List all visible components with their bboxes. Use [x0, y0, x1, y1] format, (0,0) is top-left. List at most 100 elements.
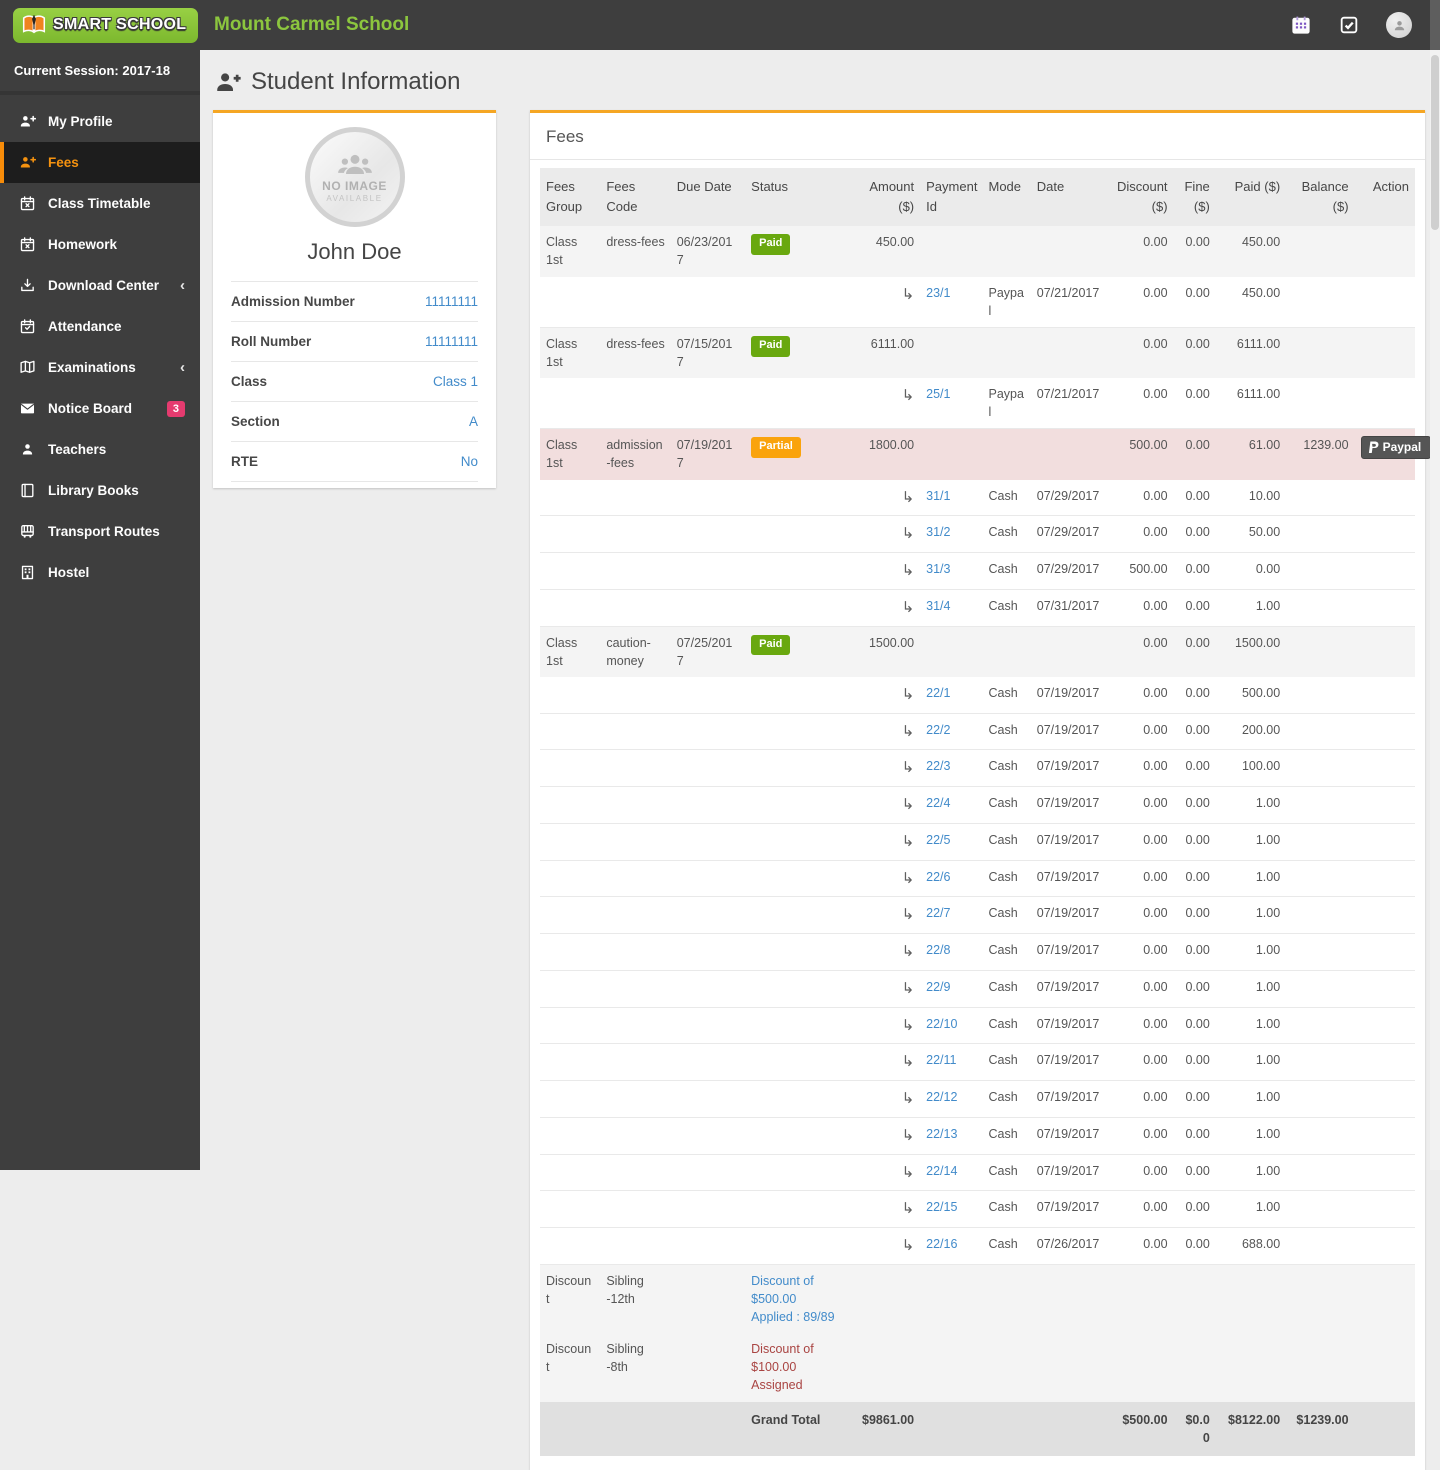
sidebar-item-teachers[interactable]: Teachers	[0, 429, 200, 470]
cell-fine: 0.00	[1173, 1043, 1216, 1082]
cell-discount: 0.00	[1109, 1080, 1174, 1118]
payment-id-link[interactable]: 31/4	[926, 598, 951, 613]
sidebar-item-notice-board[interactable]: Notice Board 3	[0, 388, 200, 429]
sidebar-item-label: Download Center	[48, 278, 160, 293]
payment-id-link[interactable]: 22/16	[926, 1237, 958, 1252]
user-avatar[interactable]	[1386, 12, 1412, 38]
cell-balance	[1286, 552, 1355, 590]
cell-balance	[1286, 1154, 1355, 1192]
cell-mode: Cash	[982, 713, 1031, 751]
available-text: AVAILABLE	[326, 193, 383, 203]
payment-id-link[interactable]: 22/5	[926, 832, 951, 847]
cell-paid: 450.00	[1215, 276, 1287, 328]
cell-payment-id: 22/1	[920, 676, 983, 714]
sub-payment-arrow-icon: ↳	[901, 796, 915, 814]
payment-id-link[interactable]: 31/2	[926, 525, 951, 540]
sidebar-item-hostel[interactable]: Hostel	[0, 552, 200, 593]
sidebar-item-my-profile[interactable]: My Profile	[0, 101, 200, 142]
cell-action	[1354, 515, 1415, 554]
cell-balance	[1286, 1333, 1355, 1402]
cell-status	[745, 1190, 846, 1229]
payment-id-link[interactable]: 22/10	[926, 1016, 958, 1031]
col-header-fine: Fine ($)	[1173, 168, 1216, 227]
payment-id-link[interactable]: 23/1	[926, 285, 951, 300]
cell-fees-group	[540, 749, 601, 788]
paypal-pay-button[interactable]: Paypal	[1360, 436, 1432, 460]
chevron-left-icon: ‹	[180, 358, 185, 376]
cell-amount: ↳	[845, 1154, 921, 1192]
fees-panel: Fees Fees Group Fees Code Due Date Status Am…	[530, 110, 1432, 1470]
cell-mode: Cash	[982, 786, 1031, 824]
discount-description: Discount of $100.00 Assigned	[751, 1342, 814, 1393]
tasks-icon[interactable]	[1338, 14, 1360, 36]
payment-id-link[interactable]: 22/11	[926, 1053, 957, 1068]
cell-discount: 500.00	[1109, 428, 1174, 480]
payment-id-link[interactable]: 22/2	[926, 722, 951, 737]
sidebar-item-class-timetable[interactable]: Class Timetable	[0, 183, 200, 224]
cell-mode: Paypal	[982, 378, 1031, 430]
cell-status	[745, 786, 846, 824]
map-book-icon	[19, 359, 36, 376]
sidebar-item-examinations[interactable]: Examinations ‹	[0, 347, 200, 388]
calendar-icon[interactable]	[1290, 14, 1312, 36]
payment-id-link[interactable]: 22/13	[926, 1126, 958, 1141]
sidebar-item-fees[interactable]: Fees	[0, 142, 200, 183]
cell-due-date	[670, 713, 746, 751]
payment-id-link[interactable]: 22/9	[926, 979, 951, 994]
scrollbar-thumb[interactable]	[1431, 55, 1439, 230]
cell-amount: ↳	[845, 589, 921, 627]
sidebar-item-download-center[interactable]: Download Center ‹	[0, 265, 200, 306]
payment-id-link[interactable]: 22/3	[926, 759, 951, 774]
cell-paid	[1215, 1264, 1287, 1334]
cell-fine: 0.00	[1173, 970, 1216, 1008]
sidebar-item-label: Homework	[48, 237, 118, 252]
payment-row: ↳ 22/13 Cash 07/19/2017 0.00 0.00 1.00	[540, 1117, 1415, 1155]
cell-paid: 1.00	[1215, 1154, 1287, 1192]
payment-row: ↳ 22/15 Cash 07/19/2017 0.00 0.00 1.00	[540, 1190, 1415, 1229]
cell-date: 07/19/2017	[1030, 1043, 1110, 1082]
main-content: Student Information NO IMAGE AVAILABLE J…	[200, 50, 1432, 1470]
payment-id-link[interactable]: 22/1	[926, 685, 951, 700]
sidebar-item-attendance[interactable]: Attendance	[0, 306, 200, 347]
cell-payment-id: 22/13	[920, 1117, 983, 1155]
app-logo[interactable]: SMART SCHOOL	[0, 0, 200, 50]
scrollbar[interactable]	[1430, 0, 1440, 1170]
payment-id-link[interactable]: 22/8	[926, 943, 951, 958]
payment-id-link[interactable]: 22/7	[926, 906, 951, 921]
payment-id-link[interactable]: 31/1	[926, 488, 951, 503]
sub-payment-arrow-icon: ↳	[901, 685, 915, 703]
payment-row: ↳ 22/2 Cash 07/19/2017 0.00 0.00 200.00	[540, 713, 1415, 751]
payment-id-link[interactable]: 25/1	[926, 387, 951, 402]
sidebar-item-transport-routes[interactable]: Transport Routes	[0, 511, 200, 552]
cell-fees-code	[600, 1190, 671, 1229]
sidebar-item-library-books[interactable]: Library Books	[0, 470, 200, 511]
student-name: John Doe	[307, 239, 402, 264]
payment-id-link[interactable]: 22/12	[926, 1090, 958, 1105]
cell-date: 07/19/2017	[1030, 1080, 1110, 1118]
cell-fees-group	[540, 1227, 601, 1265]
cell-amount: 6111.00	[845, 327, 921, 379]
sidebar-item-label: Teachers	[48, 442, 107, 457]
grand-total-paid: $8122.00	[1215, 1401, 1287, 1456]
payment-id-link[interactable]: 22/4	[926, 796, 951, 811]
payment-id-link[interactable]: 22/15	[926, 1200, 958, 1215]
payment-row: ↳ 22/4 Cash 07/19/2017 0.00 0.00 1.00	[540, 786, 1415, 824]
cell-amount: ↳	[845, 749, 921, 788]
cell-action	[1354, 1401, 1415, 1456]
cell-mode: Cash	[982, 933, 1031, 971]
cell-fees-code	[600, 860, 671, 898]
cell-date	[1030, 226, 1110, 277]
cell-mode	[982, 327, 1031, 379]
chevron-left-icon: ‹	[180, 276, 185, 294]
payment-id-link[interactable]: 31/3	[926, 562, 951, 577]
cell-discount	[1109, 1264, 1174, 1334]
payment-id-link[interactable]: 22/6	[926, 869, 951, 884]
cell-fees-code	[600, 749, 671, 788]
sidebar-item-homework[interactable]: Homework	[0, 224, 200, 265]
payment-id-link[interactable]: 22/14	[926, 1163, 958, 1178]
cell-fees-group	[540, 515, 601, 554]
cell-fine: 0.00	[1173, 749, 1216, 788]
user-plus-icon	[19, 113, 36, 130]
grand-total-discount: $500.00	[1109, 1401, 1174, 1456]
cell-payment-id: 22/3	[920, 749, 983, 788]
